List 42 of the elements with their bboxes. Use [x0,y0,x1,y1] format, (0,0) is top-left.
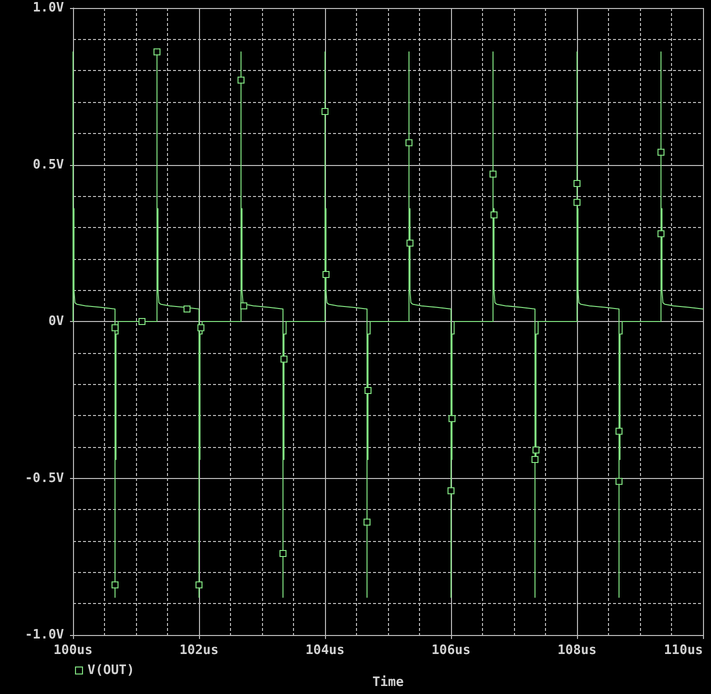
x-axis-title: Time [372,675,404,690]
point [364,518,371,526]
x-tick-label: 100us [53,643,93,658]
point [184,305,191,312]
y-tick-label: 0V [48,314,64,329]
x-tick-label: 110us [664,643,703,658]
point [280,356,288,363]
point [490,170,497,178]
x-tick-label: 104us [305,643,345,658]
point [657,148,664,156]
point [531,456,538,463]
y-tick-label: 1.0V [32,0,64,16]
point [532,446,540,454]
point [616,428,623,435]
y-tick-label: -0.5V [24,470,64,486]
point [490,211,498,218]
point [196,581,202,588]
y-tick-label: 0.5V [32,157,64,172]
x-tick-label: 108us [557,643,597,658]
x-tick-label: 102us [179,643,219,658]
point [238,76,245,84]
point [322,270,330,278]
point [616,478,623,485]
point [364,386,372,394]
point [406,240,414,247]
point [448,487,454,494]
point [112,581,119,588]
point [153,48,160,56]
x-tick-label: 106us [431,643,471,658]
point [574,180,580,188]
point [574,198,580,206]
point [448,415,456,422]
point [322,108,328,115]
point [657,230,664,238]
point [240,302,248,310]
y-tick-label: -1.0V [24,628,64,642]
legend-label: V(OUT) [88,663,134,678]
point [138,318,146,325]
point [405,139,412,146]
point [112,324,119,332]
point [197,324,204,332]
point [279,550,286,557]
